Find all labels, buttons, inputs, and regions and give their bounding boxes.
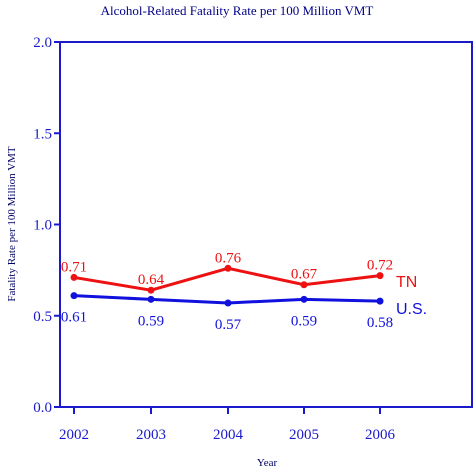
x-axis: 2002 2003 2004 2005 2006 [59, 407, 396, 443]
x-tick-label: 2002 [59, 427, 89, 443]
x-tick-label: 2006 [365, 427, 396, 443]
data-label: 0.72 [367, 258, 393, 274]
x-axis-label: Year [257, 457, 278, 469]
data-label: 0.59 [138, 313, 164, 329]
data-label: 0.76 [215, 250, 242, 266]
data-label: 0.59 [291, 313, 317, 329]
data-point [376, 297, 384, 305]
data-point [224, 264, 232, 272]
data-point [224, 299, 232, 307]
y-tick-label: 0.5 [33, 309, 52, 325]
legend-label: U.S. [396, 301, 427, 318]
data-point [300, 295, 308, 303]
data-point [300, 281, 308, 289]
x-tick-label: 2004 [213, 427, 244, 443]
y-axis: 0.0 0.5 1.0 1.5 2.0 [33, 35, 60, 416]
series-us: 0.61 0.59 0.57 0.59 0.58U.S. [61, 292, 427, 333]
data-point [147, 286, 155, 294]
y-tick-label: 1.5 [33, 126, 52, 142]
data-label: 0.58 [367, 315, 393, 331]
data-label: 0.71 [61, 259, 87, 275]
data-label: 0.64 [138, 272, 165, 288]
y-tick-label: 2.0 [33, 35, 52, 51]
data-point [70, 273, 78, 281]
y-tick-label: 0.0 [33, 400, 52, 416]
data-point [70, 292, 78, 300]
plot-frame [59, 41, 473, 408]
data-label: 0.57 [215, 317, 242, 333]
chart-title: Alcohol-Related Fatality Rate per 100 Mi… [101, 3, 374, 18]
data-point [376, 272, 384, 280]
y-axis-label: Fatality Rate per 100 Million VMT [6, 146, 18, 302]
data-label: 0.67 [291, 267, 318, 283]
legend-label: TN [396, 274, 417, 291]
y-tick-label: 1.0 [33, 218, 52, 234]
x-tick-label: 2003 [136, 427, 166, 443]
data-label: 0.61 [61, 310, 87, 326]
data-point [147, 295, 155, 303]
x-tick-label: 2005 [289, 427, 319, 443]
